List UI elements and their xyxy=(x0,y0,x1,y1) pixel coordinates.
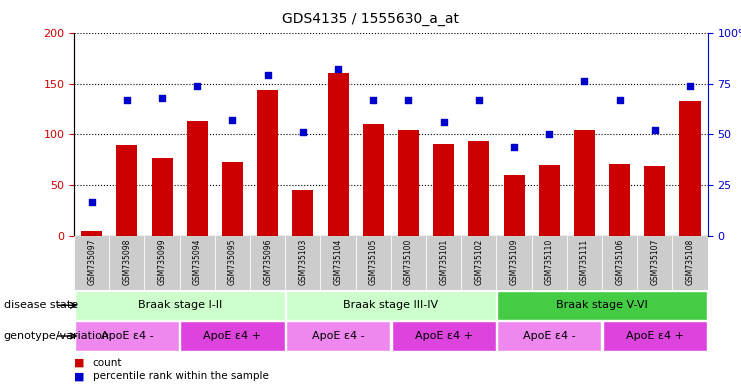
Bar xyxy=(286,291,496,320)
Point xyxy=(297,129,309,136)
Text: ApoE ε4 +: ApoE ε4 + xyxy=(204,331,262,341)
Point xyxy=(614,97,625,103)
Point xyxy=(262,72,273,78)
Bar xyxy=(679,101,700,236)
Bar xyxy=(497,321,602,351)
Bar xyxy=(215,236,250,290)
Text: GDS4135 / 1555630_a_at: GDS4135 / 1555630_a_at xyxy=(282,12,459,25)
Bar xyxy=(144,236,179,290)
Text: GSM735107: GSM735107 xyxy=(651,239,659,285)
Text: GSM735100: GSM735100 xyxy=(404,239,413,285)
Text: GSM735099: GSM735099 xyxy=(158,239,167,285)
Point xyxy=(86,199,98,205)
Bar xyxy=(74,236,110,290)
Point xyxy=(156,95,168,101)
Bar xyxy=(567,236,602,290)
Bar xyxy=(503,175,525,236)
Text: GSM735095: GSM735095 xyxy=(228,239,237,285)
Text: GSM735106: GSM735106 xyxy=(615,239,624,285)
Point xyxy=(332,66,344,72)
Text: GSM735096: GSM735096 xyxy=(263,239,272,285)
Text: ■: ■ xyxy=(74,358,84,368)
Text: GSM735097: GSM735097 xyxy=(87,239,96,285)
Text: count: count xyxy=(93,358,122,368)
Bar xyxy=(609,164,630,236)
Bar xyxy=(110,236,144,290)
Bar xyxy=(426,236,461,290)
Text: Braak stage V-VI: Braak stage V-VI xyxy=(556,300,648,310)
Point xyxy=(508,144,520,150)
Bar xyxy=(602,321,707,351)
Text: GSM735110: GSM735110 xyxy=(545,239,554,285)
Text: GSM735104: GSM735104 xyxy=(333,239,342,285)
Bar xyxy=(75,321,179,351)
Bar xyxy=(391,321,496,351)
Bar xyxy=(644,166,665,236)
Bar xyxy=(461,236,496,290)
Text: GSM735108: GSM735108 xyxy=(685,239,694,285)
Bar xyxy=(292,190,313,236)
Text: disease state: disease state xyxy=(4,300,78,310)
Bar xyxy=(539,165,559,236)
Bar xyxy=(637,236,673,290)
Bar xyxy=(673,236,708,290)
Text: ApoE ε4 +: ApoE ε4 + xyxy=(415,331,473,341)
Point xyxy=(649,127,661,133)
Bar xyxy=(75,291,285,320)
Text: GSM735102: GSM735102 xyxy=(474,239,483,285)
Bar xyxy=(356,236,391,290)
Text: GSM735105: GSM735105 xyxy=(369,239,378,285)
Text: GSM735109: GSM735109 xyxy=(510,239,519,285)
Text: Braak stage I-II: Braak stage I-II xyxy=(138,300,222,310)
Point xyxy=(227,117,239,123)
Bar xyxy=(532,236,567,290)
Bar xyxy=(179,236,215,290)
Bar xyxy=(187,121,207,236)
Text: GSM735098: GSM735098 xyxy=(122,239,131,285)
Bar xyxy=(285,236,320,290)
Text: ApoE ε4 -: ApoE ε4 - xyxy=(312,331,365,341)
Bar xyxy=(320,236,356,290)
Text: GSM735094: GSM735094 xyxy=(193,239,202,285)
Point xyxy=(473,97,485,103)
Point xyxy=(368,97,379,103)
Point xyxy=(191,83,203,89)
Text: GSM735111: GSM735111 xyxy=(580,239,589,285)
Text: GSM735103: GSM735103 xyxy=(299,239,308,285)
Bar xyxy=(433,144,454,236)
Point xyxy=(438,119,450,125)
Text: Braak stage III-IV: Braak stage III-IV xyxy=(343,300,439,310)
Point xyxy=(543,131,555,137)
Bar xyxy=(362,124,384,236)
Bar xyxy=(82,231,102,236)
Point xyxy=(402,97,414,103)
Bar xyxy=(286,321,391,351)
Bar xyxy=(328,73,348,236)
Bar xyxy=(250,236,285,290)
Bar xyxy=(398,130,419,236)
Bar xyxy=(257,89,278,236)
Bar xyxy=(180,321,285,351)
Bar xyxy=(151,158,173,236)
Bar xyxy=(222,162,243,236)
Text: ■: ■ xyxy=(74,371,84,381)
Bar xyxy=(497,291,707,320)
Bar xyxy=(496,236,532,290)
Point xyxy=(121,97,133,103)
Bar xyxy=(116,145,137,236)
Text: ApoE ε4 -: ApoE ε4 - xyxy=(523,331,576,341)
Bar xyxy=(602,236,637,290)
Bar xyxy=(468,141,489,236)
Text: percentile rank within the sample: percentile rank within the sample xyxy=(93,371,268,381)
Text: GSM735101: GSM735101 xyxy=(439,239,448,285)
Text: genotype/variation: genotype/variation xyxy=(4,331,110,341)
Point xyxy=(579,78,591,84)
Text: ApoE ε4 +: ApoE ε4 + xyxy=(626,331,684,341)
Bar xyxy=(391,236,426,290)
Point xyxy=(684,83,696,89)
Bar xyxy=(574,130,595,236)
Text: ApoE ε4 -: ApoE ε4 - xyxy=(101,331,153,341)
